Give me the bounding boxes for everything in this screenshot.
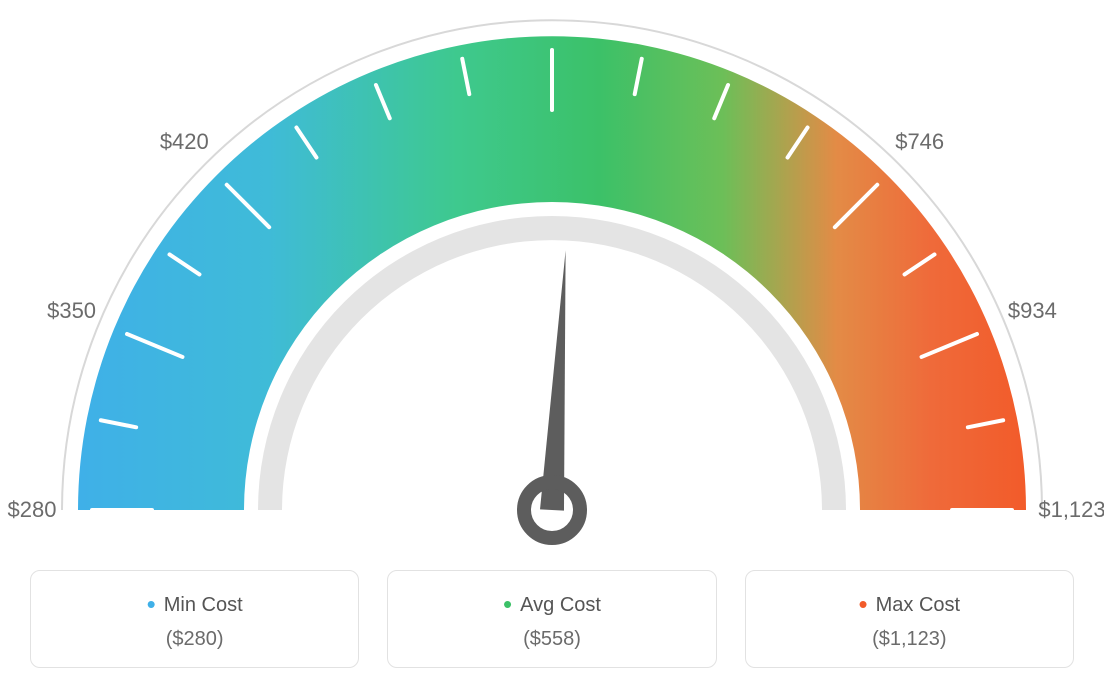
gauge-tick-label: $1,123 <box>1038 497 1104 523</box>
legend-label-min: Min Cost <box>41 589 348 620</box>
gauge-tick-label: $280 <box>8 497 57 523</box>
legend-value-min: ($280) <box>41 628 348 651</box>
gauge-tick-label: $350 <box>47 298 96 324</box>
gauge-svg <box>0 0 1104 560</box>
gauge-tick-label: $746 <box>895 129 944 155</box>
legend-box-max: Max Cost ($1,123) <box>745 570 1074 668</box>
legend-box-min: Min Cost ($280) <box>30 570 359 668</box>
gauge-chart: $280 $350 $420 $558 $746 $934 $1,123 <box>0 0 1104 560</box>
legend-value-avg: ($558) <box>398 628 705 651</box>
legend-label-max: Max Cost <box>756 589 1063 620</box>
legend-row: Min Cost ($280) Avg Cost ($558) Max Cost… <box>0 570 1104 668</box>
legend-label-avg: Avg Cost <box>398 589 705 620</box>
gauge-tick-label: $558 <box>528 0 577 3</box>
legend-box-avg: Avg Cost ($558) <box>387 570 716 668</box>
gauge-tick-label: $934 <box>1008 298 1057 324</box>
gauge-tick-label: $420 <box>160 129 209 155</box>
legend-value-max: ($1,123) <box>756 628 1063 651</box>
